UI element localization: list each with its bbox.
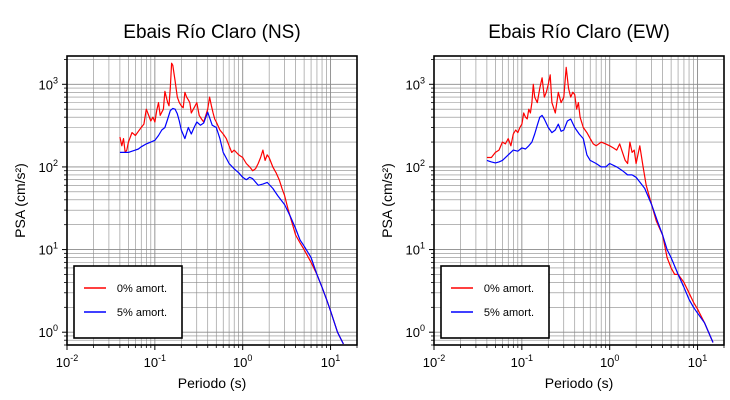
chart-title-ew: Ebais Río Claro (EW) bbox=[488, 22, 670, 43]
legend-label-5pct: 5% amort. bbox=[484, 307, 534, 319]
y-tick-label: 101 bbox=[406, 241, 425, 258]
legend-ew: 0% amort. 5% amort. bbox=[440, 265, 550, 339]
x-tick-label: 10-1 bbox=[144, 353, 166, 370]
y-tick-label: 100 bbox=[39, 323, 58, 340]
x-axis-label-ew: Periodo (s) bbox=[545, 375, 613, 391]
y-axis-label-ew: PSA (cm/s²) bbox=[379, 163, 395, 238]
y-tick-label: 103 bbox=[406, 75, 425, 92]
plot-frame-ns bbox=[66, 55, 358, 346]
x-tick-label: 10-1 bbox=[511, 353, 533, 370]
y-axis-label-ns: PSA (cm/s²) bbox=[12, 163, 28, 238]
series-line-0pct-ew bbox=[486, 66, 714, 343]
chart-ns: 10-2 10-1 100 101 100 101 102 103 Ebais Río Clar… bbox=[12, 22, 358, 391]
legend-label-0pct: 0% amort. bbox=[484, 283, 534, 295]
series-line-5pct-ns bbox=[119, 107, 344, 345]
y-tick-label: 103 bbox=[39, 75, 58, 92]
y-tick-label: 100 bbox=[406, 323, 425, 340]
y-tick-label: 102 bbox=[39, 158, 58, 175]
legend-ns: 0% amort. 5% amort. bbox=[73, 265, 183, 339]
chart-ew: 10-2 10-1 100 101 100 101 102 103 Ebais Río Clar… bbox=[379, 22, 725, 391]
y-tick-label: 102 bbox=[406, 158, 425, 175]
legend-box bbox=[73, 265, 183, 339]
plot-frame-ew bbox=[433, 55, 725, 346]
legend-box bbox=[440, 265, 550, 339]
legend-label-0pct: 0% amort. bbox=[117, 283, 167, 295]
x-tick-label: 100 bbox=[233, 353, 252, 370]
series-line-5pct-ew bbox=[486, 114, 714, 343]
x-tick-label: 101 bbox=[321, 353, 340, 370]
legend-label-5pct: 5% amort. bbox=[117, 307, 167, 319]
y-tick-label: 101 bbox=[39, 241, 58, 258]
x-tick-label: 100 bbox=[600, 353, 619, 370]
x-tick-label: 101 bbox=[688, 353, 707, 370]
x-tick-label: 10-2 bbox=[56, 353, 78, 370]
x-tick-label: 10-2 bbox=[423, 353, 445, 370]
chart-title-ns: Ebais Río Claro (NS) bbox=[123, 22, 300, 43]
x-axis-label-ns: Periodo (s) bbox=[178, 375, 246, 391]
